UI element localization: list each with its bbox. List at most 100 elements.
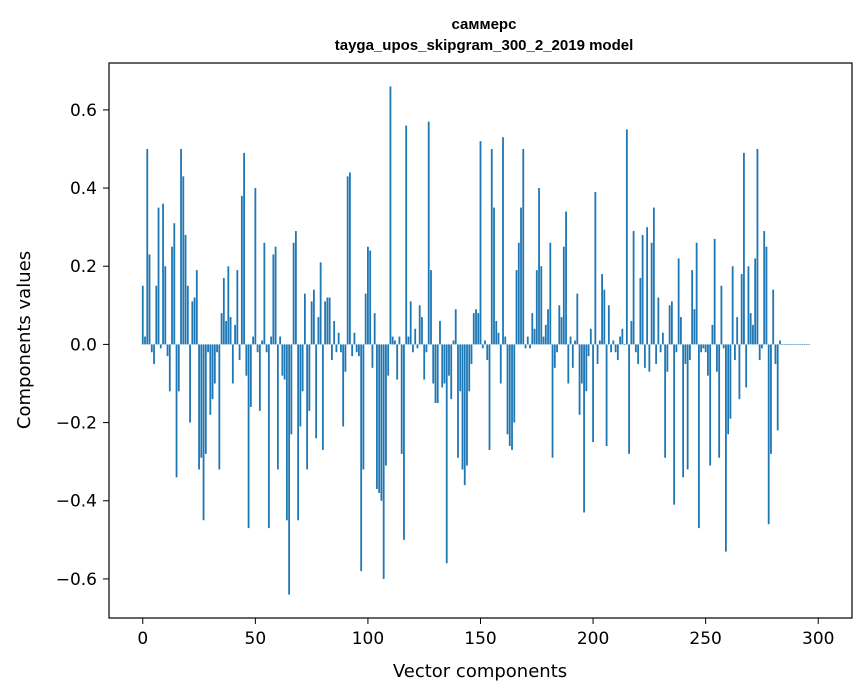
bar-152 (484, 340, 486, 345)
bar-124 (421, 317, 423, 345)
bar-158 (497, 332, 500, 345)
bar-145 (468, 344, 471, 392)
bar-68 (294, 231, 297, 345)
bar-133 (441, 344, 444, 388)
bar-106 (380, 344, 383, 501)
bar-104 (376, 344, 378, 490)
bar-230 (659, 344, 662, 353)
bar-5 (153, 344, 155, 364)
bar-87 (337, 332, 340, 345)
bar-292 (799, 344, 802, 346)
bar-156 (493, 207, 495, 345)
bar-107 (382, 344, 385, 579)
bar-202 (596, 344, 599, 364)
bar-198 (587, 344, 590, 357)
bar-253 (711, 324, 714, 345)
bar-236 (673, 344, 676, 505)
bar-231 (661, 332, 664, 345)
bar-138 (452, 340, 455, 345)
bar-144 (466, 344, 468, 466)
bar-238 (677, 258, 680, 345)
bar-276 (763, 231, 766, 345)
bar-65 (288, 344, 291, 595)
bar-166 (515, 270, 518, 345)
bar-111 (391, 336, 394, 345)
bar-128 (430, 270, 432, 345)
bar-261 (729, 344, 732, 419)
bar-8 (159, 344, 162, 349)
bar-56 (267, 344, 270, 529)
bar-90 (344, 344, 347, 372)
bar-150 (479, 141, 482, 345)
bar-14 (173, 223, 176, 345)
bar-160 (502, 137, 504, 345)
x-tick-label: 50 (245, 629, 267, 649)
bar-200 (592, 344, 594, 443)
bar-99 (364, 293, 367, 345)
bar-280 (772, 289, 775, 345)
bar-115 (400, 344, 403, 454)
chart-subtitle: tayga_upos_skipgram_300_2_2019 model (335, 37, 634, 54)
bar-163 (508, 344, 511, 447)
bar-57 (270, 336, 273, 345)
bar-218 (632, 231, 635, 345)
y-tick-label: −0.4 (56, 492, 97, 512)
bar-117 (405, 125, 408, 345)
bar-33 (216, 344, 218, 353)
bar-34 (218, 344, 221, 470)
bar-227 (652, 207, 655, 345)
x-tick-label: 200 (577, 629, 609, 649)
x-axis-label: Vector components (393, 661, 567, 682)
bar-204 (601, 274, 603, 345)
bar-259 (725, 344, 727, 552)
bar-243 (688, 344, 691, 361)
bar-171 (526, 336, 529, 345)
bar-194 (578, 344, 581, 415)
bar-69 (297, 344, 300, 521)
bar-121 (414, 328, 417, 345)
bar-118 (407, 336, 410, 345)
bar-95 (355, 344, 358, 353)
bar-147 (472, 313, 475, 345)
bar-208 (610, 344, 612, 353)
bar-36 (222, 277, 225, 345)
bar-245 (693, 309, 696, 345)
bar-267 (743, 152, 745, 345)
bar-223 (643, 344, 646, 368)
bar-73 (306, 344, 309, 470)
bar-64 (285, 344, 288, 521)
bar-26 (200, 344, 203, 458)
bar-185 (558, 305, 561, 345)
bar-237 (675, 344, 678, 353)
bar-197 (585, 344, 588, 392)
x-tick-label: 0 (137, 629, 148, 649)
bar-268 (745, 344, 748, 388)
bar-284 (781, 344, 784, 346)
bar-84 (331, 344, 333, 361)
bar-10 (164, 266, 167, 345)
bar-25 (198, 344, 200, 470)
bar-4 (150, 344, 153, 353)
bar-59 (274, 246, 277, 345)
bar-119 (409, 301, 412, 345)
bar-254 (713, 238, 716, 345)
bar-258 (722, 344, 725, 349)
bar-93 (351, 344, 354, 357)
bar-174 (533, 328, 536, 345)
bar-269 (747, 266, 750, 345)
bar-201 (594, 191, 597, 345)
bar-294 (803, 344, 806, 346)
bar-293 (801, 344, 804, 346)
bar-213 (621, 328, 624, 345)
bar-289 (792, 344, 795, 346)
bar-295 (806, 344, 808, 346)
bar-20 (186, 285, 189, 345)
bar-287 (788, 344, 790, 346)
bar-210 (614, 344, 617, 353)
bar-113 (396, 344, 399, 380)
bar-48 (249, 344, 252, 407)
bar-159 (499, 344, 502, 384)
bar-81 (324, 301, 327, 345)
bar-265 (738, 344, 741, 400)
bar-184 (556, 344, 558, 353)
